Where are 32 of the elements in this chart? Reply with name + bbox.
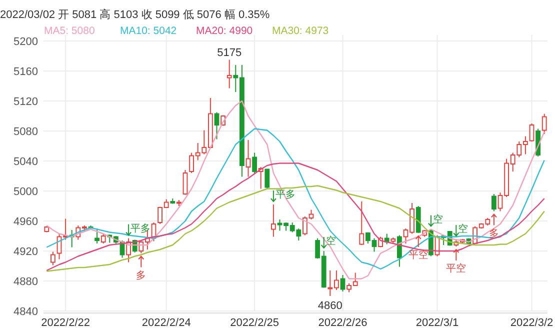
y-tick-label: 4880: [14, 276, 38, 288]
x-tick-label: 2022/2/25: [230, 317, 280, 329]
text: MA5: 5080: [44, 25, 95, 37]
annotation: 多: [488, 227, 499, 240]
x-tick-label: 2022/2/22: [41, 317, 90, 329]
text: MA20: 4990: [196, 25, 253, 37]
annotation: 平空: [408, 249, 428, 261]
y-tick-label: 5200: [14, 36, 38, 48]
y-tick-label: 5160: [14, 66, 38, 78]
y-tick-label: 5120: [14, 96, 38, 108]
y-tick-label: 4840: [14, 306, 38, 318]
x-tick-label: 2022/2/26: [318, 317, 368, 329]
annotation: 平空: [446, 262, 466, 274]
annotation: 空: [432, 213, 443, 226]
text: MA30: 4973: [272, 25, 329, 37]
y-tick-label: 5080: [14, 126, 38, 138]
x-tick-label: 2022/3/2: [510, 317, 554, 329]
annotation: 4860: [318, 300, 342, 312]
text: MA10: 5042: [120, 25, 177, 37]
y-tick-label: 4960: [14, 216, 38, 228]
y-tick-label: 5000: [14, 186, 38, 198]
annotation: 空: [458, 223, 468, 235]
annotation: 空: [326, 235, 336, 247]
annotation: 5175: [217, 46, 242, 59]
x-tick-label: 2022/2/24: [142, 317, 191, 329]
annotation: 多: [136, 269, 146, 282]
chart-title: 2022/03/02 开 5081 高 5103 收 5099 低 5076 幅 0.35%: [0, 8, 270, 21]
y-tick-label: 4920: [14, 246, 38, 258]
x-tick-label: 2022/3/1: [416, 317, 459, 329]
annotation: 平多: [275, 188, 296, 200]
annotation: 平多: [130, 222, 151, 234]
y-tick-label: 5040: [14, 156, 38, 168]
